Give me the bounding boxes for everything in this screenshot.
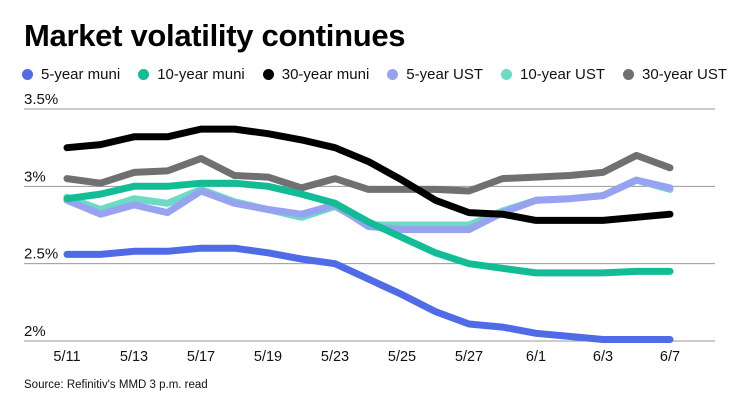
legend-dot-icon [500,69,512,80]
x-tick-label: 5/25 [388,349,416,365]
legend-item-5yr-muni: 5-year muni [22,66,120,83]
x-tick-label: 5/13 [120,349,148,365]
series-line-10-year-muni [63,179,674,277]
legend-label: 5-year muni [41,66,121,83]
legend-dot-icon [262,69,274,80]
series-line-30-year-ust [63,151,674,195]
y-tick-label: 3.5% [24,91,58,108]
x-tick-label: 5/27 [455,349,483,365]
series-lines [63,125,674,343]
legend-label: 30-year muni [281,66,370,83]
legend-item-5yr-ust: 5-year UST [387,66,483,83]
legend-dot-icon [387,69,399,80]
x-tick-label: 6/1 [526,349,546,365]
x-tick-label: 5/19 [254,349,282,365]
source-note: Source: Refinitiv's MMD 3 p.m. read [24,379,208,391]
y-tick-label: 3% [24,168,46,185]
x-tick-label: 6/3 [593,349,613,365]
y-tick-label: 2% [24,323,46,340]
legend-item-10yr-ust: 10-year UST [500,66,606,83]
legend-dot-icon [22,69,33,80]
legend-label: 10-year muni [157,66,245,83]
series-line-5-year-muni [63,244,674,343]
legend-label: 30-year UST [642,66,728,83]
legend-item-10yr-muni: 10-year muni [138,66,245,83]
x-tick-label: 5/17 [187,349,215,365]
legend-label: 10-year UST [519,66,606,83]
x-tick-label: 5/23 [321,349,349,365]
x-tick-label: 6/7 [660,349,680,365]
legend-dot-icon [623,69,635,80]
series-line-30-year-muni [63,125,674,224]
chart-legend: 5-year muni 10-year muni 30-year muni 5-… [22,66,740,83]
y-axis-labels: 2% 2.5% 3% 3.5% [24,91,58,340]
legend-dot-icon [138,69,150,80]
legend-label: 5-year UST [406,66,483,83]
x-tick-label: 5/11 [53,349,80,365]
y-tick-label: 2.5% [24,246,58,263]
series-line-5-year-ust [63,176,674,234]
legend-item-30yr-muni: 30-year muni [262,66,370,83]
chart-title: Market volatility continues [24,18,406,53]
legend-item-30yr-ust: 30-year UST [623,66,727,83]
x-axis-labels: 5/11 5/13 5/17 5/19 5/23 5/25 5/27 6/1 6/3 6/7 [53,349,680,365]
